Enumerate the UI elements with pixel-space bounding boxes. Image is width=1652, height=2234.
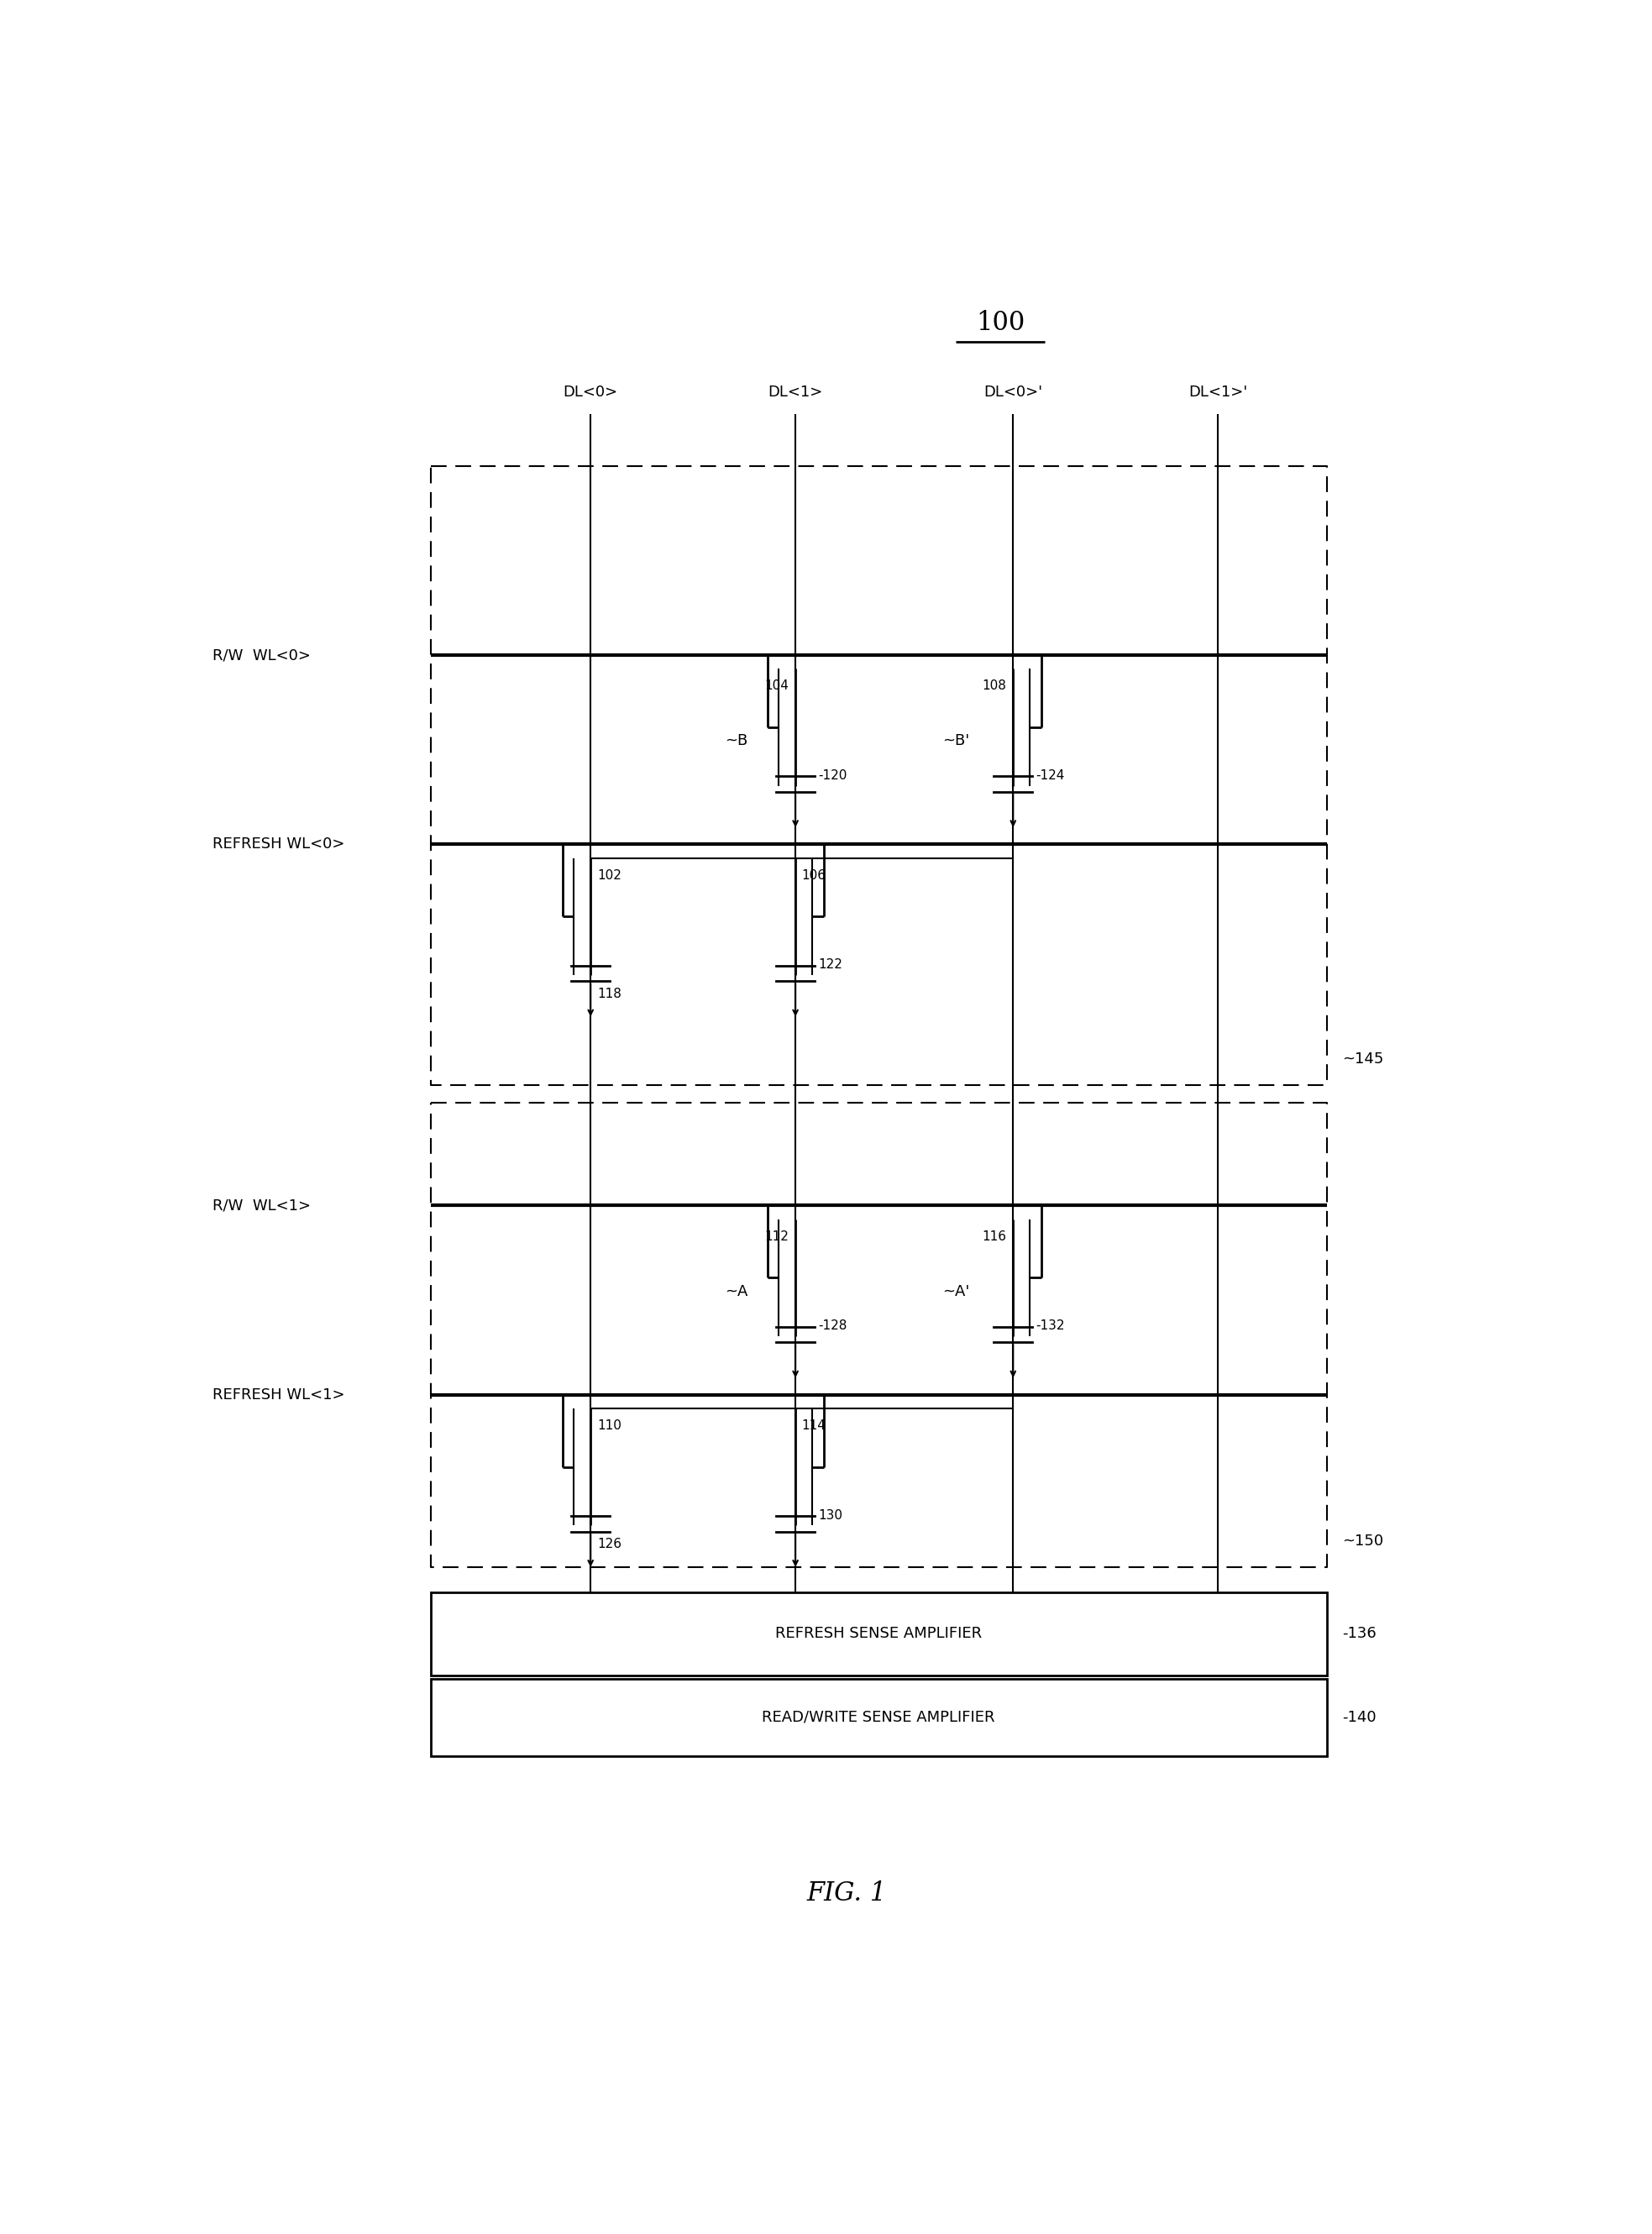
Text: 130: 130 <box>818 1508 843 1521</box>
Text: READ/WRITE SENSE AMPLIFIER: READ/WRITE SENSE AMPLIFIER <box>762 1709 995 1725</box>
Text: 104: 104 <box>765 679 790 693</box>
Text: DL<0>: DL<0> <box>563 384 618 400</box>
Text: R/W  WL<0>: R/W WL<0> <box>213 648 311 663</box>
Text: ~B: ~B <box>725 733 748 748</box>
Text: REFRESH SENSE AMPLIFIER: REFRESH SENSE AMPLIFIER <box>775 1626 981 1642</box>
Text: 108: 108 <box>983 679 1006 693</box>
Text: 106: 106 <box>801 869 826 882</box>
Text: DL<1>: DL<1> <box>768 384 823 400</box>
Text: 126: 126 <box>596 1539 621 1550</box>
Text: ~145: ~145 <box>1341 1052 1384 1068</box>
Text: -136: -136 <box>1341 1626 1376 1642</box>
Text: ~A': ~A' <box>943 1285 970 1300</box>
Text: 110: 110 <box>596 1419 621 1432</box>
Text: 118: 118 <box>596 987 621 1001</box>
Text: ~150: ~150 <box>1341 1533 1383 1548</box>
Bar <box>431 1593 1327 1676</box>
Text: REFRESH WL<0>: REFRESH WL<0> <box>213 838 345 851</box>
Text: DL<0>': DL<0>' <box>983 384 1042 400</box>
Text: 100: 100 <box>976 311 1024 335</box>
Text: -120: -120 <box>818 768 847 782</box>
Text: FIG. 1: FIG. 1 <box>806 1881 887 1906</box>
Text: -128: -128 <box>818 1320 847 1331</box>
Text: ~B': ~B' <box>943 733 970 748</box>
Text: REFRESH WL<1>: REFRESH WL<1> <box>213 1387 345 1403</box>
Text: DL<1>': DL<1>' <box>1188 384 1247 400</box>
Text: R/W  WL<1>: R/W WL<1> <box>213 1197 311 1213</box>
Text: 114: 114 <box>801 1419 826 1432</box>
Text: 122: 122 <box>818 958 843 972</box>
Text: 102: 102 <box>596 869 621 882</box>
Text: -132: -132 <box>1036 1320 1066 1331</box>
Text: ~A: ~A <box>725 1285 748 1300</box>
Text: -124: -124 <box>1036 768 1066 782</box>
Text: 116: 116 <box>983 1231 1006 1242</box>
Text: 112: 112 <box>765 1231 790 1242</box>
Bar <box>431 1678 1327 1756</box>
Text: -140: -140 <box>1341 1709 1376 1725</box>
